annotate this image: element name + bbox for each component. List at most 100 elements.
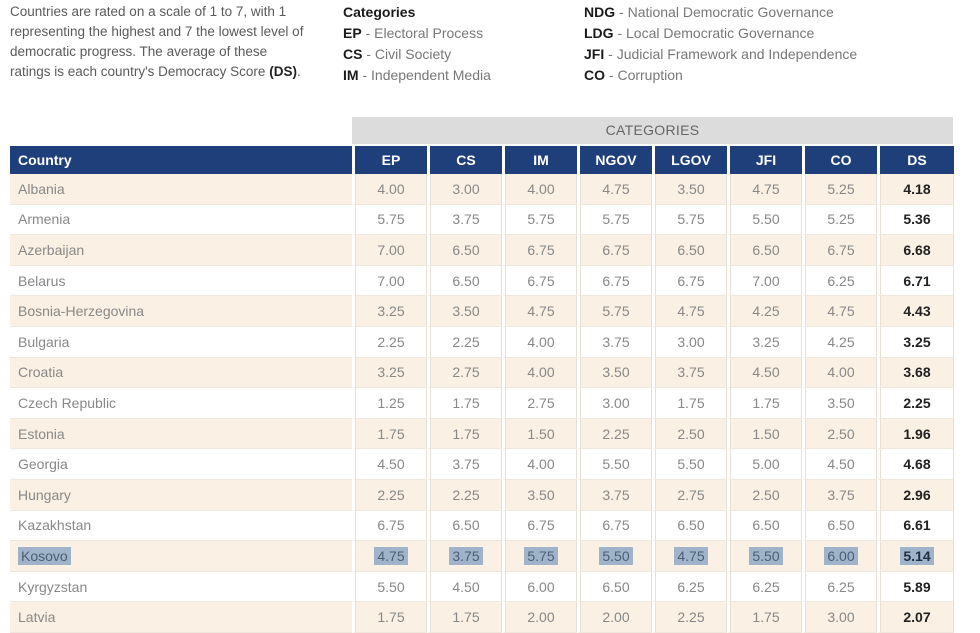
jfi-score-cell: 1.75 (727, 388, 802, 419)
lgov-score-cell: 6.50 (652, 235, 727, 266)
jfi-score-cell: 2.50 (727, 479, 802, 511)
cell-value: Kosovo (18, 546, 71, 565)
ds-score-cell: 4.68 (877, 449, 954, 480)
jfi-score-cell: 1.75 (727, 602, 802, 633)
legend-abbr: JFI (584, 46, 605, 62)
legend-item: CS - Civil Society (343, 46, 452, 62)
cell-value: 2.75 (527, 394, 555, 411)
cell-value: 4.00 (527, 333, 555, 350)
legend-heading: Categories (343, 4, 416, 20)
im-score-cell: 6.75 (502, 235, 577, 266)
ds-score-cell: 4.43 (877, 296, 954, 327)
cs-score-cell: 6.50 (427, 235, 502, 266)
cell-value: 4.75 (674, 546, 708, 565)
lgov-score-cell: 4.75 (652, 296, 727, 327)
intro-body: Countries are rated on a scale of 1 to 7… (10, 4, 304, 79)
country-cell: Georgia (10, 449, 352, 480)
cell-value: 5.75 (377, 211, 405, 228)
cell-value: 4.75 (827, 303, 855, 320)
table-row: Estonia 1.75 1.75 1.50 2.25 2.50 1.50 2.50 1.96 (10, 418, 954, 450)
cell-value: 5.50 (749, 546, 783, 565)
cell-value: 3.25 (377, 303, 405, 320)
co-score-cell: 4.25 (802, 326, 877, 358)
cell-value: 2.25 (452, 333, 480, 350)
lgov-score-cell: 5.50 (652, 449, 727, 480)
cell-value: 1.75 (377, 609, 405, 626)
country-cell: Estonia (10, 418, 352, 450)
country-cell: Kyrgyzstan (10, 571, 352, 603)
cell-value: 6.25 (827, 272, 855, 289)
co-score-cell: 5.25 (802, 174, 877, 205)
legend-label: Corruption (617, 67, 683, 83)
cell-value: 5.50 (599, 546, 633, 565)
cell-value: 4.50 (827, 456, 855, 473)
ngov-score-cell: 6.75 (577, 235, 652, 266)
table-body: Albania 4.00 3.00 4.00 4.75 3.50 4.75 5.25 4.18 A… (10, 174, 954, 633)
cell-value: 3.68 (903, 364, 931, 381)
country-cell: Croatia (10, 357, 352, 389)
lgov-score-cell: 2.75 (652, 479, 727, 511)
cell-value: 5.00 (752, 456, 780, 473)
cell-value: 1.75 (677, 394, 705, 411)
country-cell: Bulgaria (10, 326, 352, 358)
table-row: Croatia 3.25 2.75 4.00 3.50 3.75 4.50 4.00 3.68 (10, 357, 954, 389)
table-row: Armenia 5.75 3.75 5.75 5.75 5.75 5.50 5.25 5.36 (10, 204, 954, 236)
cell-value: 2.75 (677, 486, 705, 503)
cell-value: 4.43 (903, 303, 931, 320)
lgov-score-cell: 4.75 (652, 541, 727, 572)
country-cell: Armenia (10, 204, 352, 236)
cell-value: 6.50 (752, 241, 780, 258)
legend-abbr: EP (343, 25, 362, 41)
cs-score-cell: 2.25 (427, 326, 502, 358)
country-cell: Latvia (10, 602, 352, 633)
legend-abbr: LDG (584, 25, 614, 41)
cell-value: 2.96 (903, 486, 931, 503)
country-cell: Bosnia-Herzegovina (10, 296, 352, 327)
cell-value: 6.50 (602, 578, 630, 595)
country-cell: Belarus (10, 265, 352, 297)
cell-value: Albania (18, 180, 65, 197)
lgov-score-cell: 2.25 (652, 602, 727, 633)
ngov-score-cell: 3.50 (577, 357, 652, 389)
co-score-cell: 4.50 (802, 449, 877, 480)
legend-item: IM - Independent Media (343, 67, 491, 83)
im-score-cell: 5.75 (502, 541, 577, 572)
cell-value: 6.25 (752, 578, 780, 595)
cell-value: 6.61 (903, 517, 931, 534)
ep-score-cell: 2.25 (352, 326, 427, 358)
column-header-ep: EP (352, 146, 427, 174)
cell-value: 4.68 (903, 456, 931, 473)
ep-score-cell: 1.75 (352, 602, 427, 633)
cell-value: 2.00 (527, 609, 555, 626)
cell-value: 5.75 (524, 546, 558, 565)
cell-value: 5.75 (677, 211, 705, 228)
country-cell: Azerbaijan (10, 235, 352, 266)
legend-item: LDG - Local Democratic Governance (584, 25, 815, 41)
cell-value: 4.50 (377, 456, 405, 473)
cell-value: 4.75 (527, 303, 555, 320)
cell-value: 5.75 (527, 211, 555, 228)
co-score-cell: 4.75 (802, 296, 877, 327)
cell-value: 1.75 (452, 394, 480, 411)
im-score-cell: 6.00 (502, 571, 577, 603)
cell-value: 6.75 (527, 272, 555, 289)
cs-score-cell: 3.75 (427, 449, 502, 480)
cell-value: 2.50 (752, 486, 780, 503)
cell-value: 4.75 (374, 546, 408, 565)
legend-label: Civil Society (374, 46, 452, 62)
cell-value: 4.00 (527, 180, 555, 197)
cell-value: 4.50 (752, 364, 780, 381)
cell-value: 3.25 (377, 364, 405, 381)
co-score-cell: 6.75 (802, 235, 877, 266)
cell-value: 3.00 (827, 609, 855, 626)
cs-score-cell: 2.75 (427, 357, 502, 389)
table-row: Latvia 1.75 1.75 2.00 2.00 2.25 1.75 3.00 2.07 (10, 602, 954, 633)
jfi-score-cell: 6.25 (727, 571, 802, 603)
im-score-cell: 4.00 (502, 326, 577, 358)
cell-value: 2.25 (452, 486, 480, 503)
table-row: Bulgaria 2.25 2.25 4.00 3.75 3.00 3.25 4.25 3.25 (10, 326, 954, 358)
cs-score-cell: 3.75 (427, 541, 502, 572)
cell-value: 6.50 (452, 272, 480, 289)
table-row: Czech Republic 1.25 1.75 2.75 3.00 1.75 1.75 3.… (10, 388, 954, 419)
ep-score-cell: 7.00 (352, 265, 427, 297)
